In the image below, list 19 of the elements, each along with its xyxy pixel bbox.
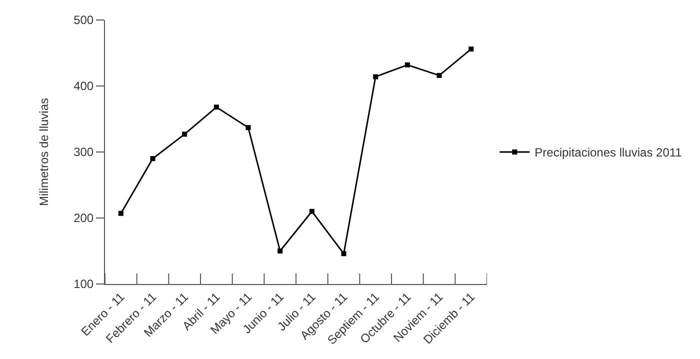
point [214, 104, 219, 110]
legend-label: Precipitaciones lluvias 2011 [534, 146, 682, 160]
y-axis-title: Milimetros de lluvias [36, 98, 51, 206]
point [278, 248, 283, 254]
y-tick-label: 100 [74, 277, 94, 292]
point [118, 210, 124, 216]
point [309, 208, 314, 214]
y-tick-label: 500 [74, 13, 94, 28]
y-tick-label: 400 [74, 79, 94, 94]
point [373, 74, 378, 80]
point [436, 72, 442, 78]
point [246, 125, 251, 130]
point [404, 62, 410, 68]
point [341, 251, 346, 256]
y-tick-label: 300 [74, 145, 94, 160]
point [182, 132, 188, 137]
y-tick-label: 200 [74, 211, 94, 226]
point [150, 156, 156, 162]
point [468, 46, 474, 52]
